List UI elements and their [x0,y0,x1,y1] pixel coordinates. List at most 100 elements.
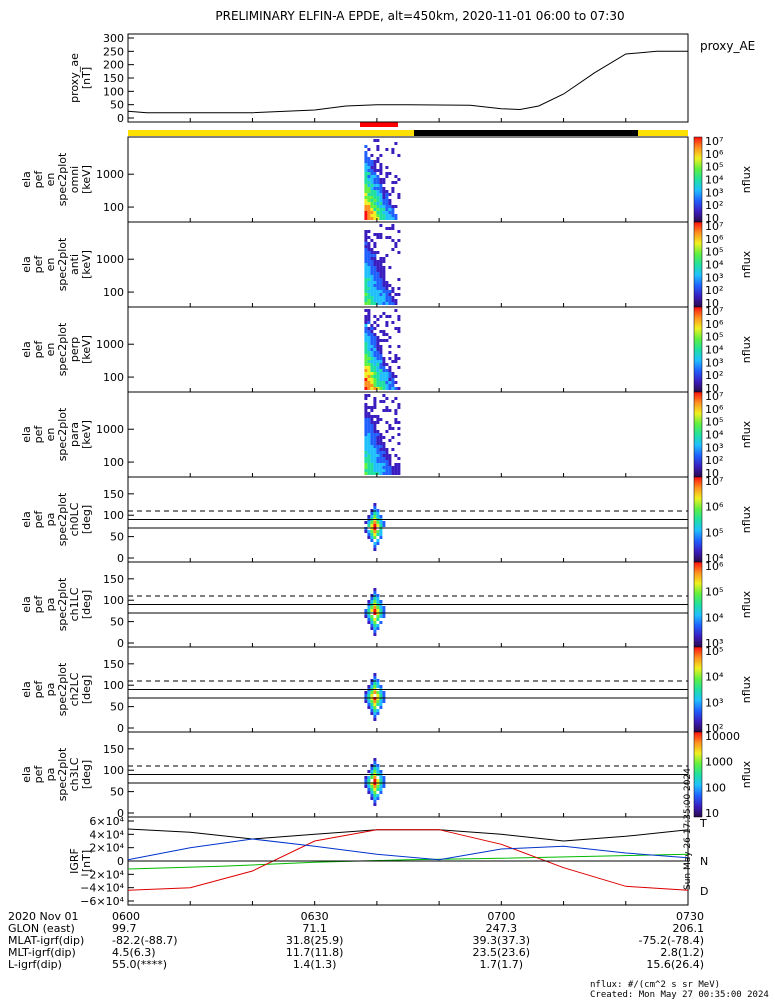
heatmap-cell [370,181,374,184]
heatmap-cell [364,281,368,284]
heatmap-cell [376,139,380,142]
y-tick-label: −6×10⁴ [80,895,124,908]
heatmap-cell [397,469,401,472]
colorbar-tick-label: 10³ [705,271,723,284]
heatmap-cell [385,384,389,387]
heatmap-cell [367,469,371,472]
heatmap-cell [394,242,398,245]
heatmap-cell [382,372,386,375]
heatmap-cell [394,205,398,208]
heatmap-cell [376,217,380,220]
heatmap-cell [376,530,380,533]
heatmap-cell [370,275,374,278]
heatmap-cell [379,287,383,290]
heatmap-cell [373,685,377,688]
heatmap-cell [397,251,401,254]
heatmap-cell [382,381,386,384]
heatmap-cell [388,454,392,457]
panel-frame [127,221,689,308]
colorbar-tick-label: 10⁵ [705,246,723,259]
heatmap-cell [376,345,380,348]
y-tick-label: 1000 [96,338,124,351]
heatmap-cell [370,624,374,627]
heatmap-cell [370,175,374,178]
heatmap-cell [367,160,371,163]
heatmap-cell [376,339,380,342]
heatmap-cell [379,202,383,205]
heatmap-cell [364,357,368,360]
colorbar-tick-label: 10⁶ [705,501,724,514]
heatmap-cell [388,296,392,299]
heatmap-cell [391,436,395,439]
heatmap-cell [385,217,389,220]
heatmap-cell [364,457,368,460]
heatmap-cell [370,409,374,412]
heatmap-cell [370,178,374,181]
heatmap-cell [376,175,380,178]
heatmap-cell [370,287,374,290]
y-tick-label: 150 [103,743,124,756]
heatmap-cell [376,178,380,181]
heatmap-cell [376,193,380,196]
heatmap-cell [391,224,395,227]
heatmap-cell [364,433,368,436]
ylabel-line: ch3LC [68,757,81,791]
created-note: Created: Mon May 27 00:35:00 2024 [590,990,769,1000]
heatmap-cell [367,339,371,342]
heatmap-cell [370,597,374,600]
heatmap-cell [379,169,383,172]
heatmap-cell [373,175,377,178]
heatmap-cell [382,387,386,390]
heatmap-cell [364,199,368,202]
heatmap-cell [367,430,371,433]
heatmap-cell [373,472,377,475]
heatmap-cell [373,691,377,694]
heatmap-cell [388,315,392,318]
heatmap-cell [379,694,383,697]
heatmap-cell [373,369,377,372]
table-cell: 0700 [487,910,515,923]
heatmap-cell [373,387,377,390]
heatmap-cell [373,333,377,336]
ylabel-line: [deg] [80,590,93,619]
heatmap-cell [379,536,383,539]
heatmap-cell [391,387,395,390]
heatmap-cell [364,178,368,181]
colorbar-tick-label: 10⁶ [705,403,724,416]
heatmap-cell [364,609,368,612]
y-tick-label: 0 [117,112,124,125]
heatmap-cell [388,466,392,469]
heatmap-cell [370,205,374,208]
heatmap-cell [373,254,377,257]
table-cell: 1.7(1.7) [480,958,524,971]
colorbar-label: nflux [740,505,753,533]
heatmap-cell [367,269,371,272]
colorbar-tick-label: 10³ [705,696,723,709]
heatmap-cell [397,318,401,321]
heatmap-cell [379,154,383,157]
igrf-T-line [127,828,689,842]
heatmap-cell [385,175,389,178]
heatmap-cell [367,521,371,524]
heatmap-cell [373,242,377,245]
heatmap-cell [382,400,386,403]
heatmap-cell [370,369,374,372]
heatmap-cell [382,691,386,694]
heatmap-cell [370,600,374,603]
heatmap-cell [379,293,383,296]
heatmap-cell [373,339,377,342]
heatmap-cell [364,436,368,439]
heatmap-cell [370,515,374,518]
heatmap-cell [370,618,374,621]
heatmap-cell [376,466,380,469]
heatmap-cell [364,387,368,390]
heatmap-cell [376,785,380,788]
colorbar [693,646,703,733]
heatmap-cell [379,272,383,275]
heatmap-cell [373,536,377,539]
heatmap-cell [388,345,392,348]
heatmap-cell [364,403,368,406]
heatmap-cell [370,363,374,366]
heatmap-cell [370,357,374,360]
heatmap-cell [379,224,383,227]
